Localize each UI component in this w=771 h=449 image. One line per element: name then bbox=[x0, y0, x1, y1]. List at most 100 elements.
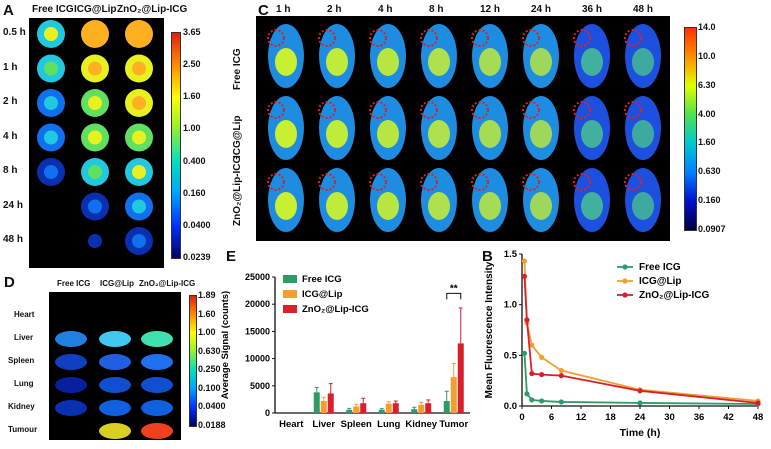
panel-d-organ bbox=[55, 377, 87, 393]
panel-b-series-line bbox=[523, 353, 759, 405]
panel-c-mouse-liver bbox=[581, 192, 603, 220]
panel-a-colorbar-tick: 3.65 bbox=[183, 27, 201, 37]
panel-c-mouse-liver bbox=[377, 120, 399, 148]
panel-c-tumor-circle bbox=[318, 173, 336, 191]
panel-a-well-core bbox=[44, 61, 58, 76]
panel-a-row-label: 48 h bbox=[3, 234, 24, 245]
panel-c-time-label: 24 h bbox=[531, 4, 552, 15]
panel-c-mouse-liver bbox=[326, 120, 348, 148]
panel-b-x-tick-label: 0 bbox=[519, 412, 524, 423]
panel-a-well-core bbox=[44, 96, 58, 110]
panel-a-well-core bbox=[44, 165, 58, 179]
panel-a-row-label: 4 h bbox=[3, 130, 18, 142]
panel-b-data-point bbox=[558, 399, 564, 405]
panel-c-mouse-liver bbox=[275, 192, 297, 220]
panel-b-data-point bbox=[529, 370, 535, 377]
panel-c-tumor-circle bbox=[318, 29, 336, 47]
panel-c-mouse-liver bbox=[632, 48, 654, 76]
panel-c-tumor-circle bbox=[369, 29, 387, 47]
panel-c-row-label: Free ICG bbox=[232, 48, 243, 90]
panel-b-data-point bbox=[755, 400, 761, 406]
panel-b-legend-label: Free ICG bbox=[639, 262, 681, 273]
panel-c-mouse-liver bbox=[377, 48, 399, 76]
panel-c-mouse-liver bbox=[530, 48, 552, 76]
panel-e-label: E bbox=[226, 248, 237, 265]
panel-c-mice bbox=[267, 24, 661, 232]
panel-d-organ bbox=[141, 354, 173, 370]
panel-b-legend-label: ZnO₂@Lip-ICG bbox=[639, 290, 710, 301]
panel-a-colorbar-tick: 0.160 bbox=[183, 187, 206, 198]
panel-c-tumor-circle bbox=[573, 29, 591, 47]
panel-e-category-label: Lung bbox=[377, 419, 400, 430]
panel-e-legend-label: ZnO₂@Lip-ICG bbox=[302, 304, 369, 315]
panel-a-row-label: 1 h bbox=[3, 61, 18, 73]
panel-e-bar bbox=[457, 343, 464, 413]
panel-d-organ bbox=[99, 377, 131, 393]
panel-d-organ-label: Heart bbox=[14, 310, 35, 319]
panel-a-row-label: 8 h bbox=[3, 165, 18, 176]
panel-a-well-core bbox=[132, 96, 146, 110]
panel-a-well-core bbox=[132, 27, 146, 41]
panel-c-mouse-liver bbox=[479, 192, 501, 220]
panel-e-category-label: Liver bbox=[312, 419, 335, 430]
panel-e-bar bbox=[443, 401, 450, 413]
panel-b-x-tick-label: 6 bbox=[549, 412, 554, 423]
panel-c-mouse-liver bbox=[275, 120, 297, 148]
panel-e-y-tick-label: 15000 bbox=[245, 326, 270, 336]
panel-d-colorbar-tick: 1.89 bbox=[198, 290, 216, 300]
panel-c-mouse-liver bbox=[479, 48, 501, 76]
panel-d-colorbar-tick: 0.250 bbox=[198, 364, 221, 375]
panel-b-x-tick-label: 36 bbox=[694, 412, 705, 423]
panel-b-data-point bbox=[558, 373, 564, 379]
panel-a-well-core bbox=[44, 27, 58, 41]
panel-b-data-point bbox=[529, 397, 535, 403]
panel-a-colorbar-tick: 2.50 bbox=[183, 59, 201, 70]
panel-a-colorbar-tick: 1.00 bbox=[183, 123, 201, 134]
panel-c-mouse-liver bbox=[632, 192, 654, 220]
panel-c-tumor-circle bbox=[624, 101, 642, 119]
panel-b-line-chart: 0.0 0.5 1.0 1.5 0 6 12 18 24 30 36 42 48 Time (h) Mean… bbox=[484, 249, 763, 439]
panel-d-organ bbox=[55, 354, 87, 370]
panel-b-data-point bbox=[521, 258, 528, 264]
panel-a-colorbar-tick: 1.60 bbox=[183, 91, 201, 102]
panel-d-organ-label: Tumour bbox=[8, 425, 38, 434]
panel-e-bar bbox=[425, 403, 432, 413]
panel-b-legend-marker bbox=[622, 292, 628, 298]
panel-d-col-lip: ICG@Lip bbox=[100, 279, 135, 288]
panel-e-legend-swatch bbox=[283, 290, 297, 298]
panel-c-tumor-circle bbox=[369, 173, 387, 191]
panel-c-mouse-liver bbox=[428, 48, 450, 76]
panel-d-colorbar bbox=[189, 295, 197, 427]
panel-e-y-tick-label: 10000 bbox=[245, 354, 270, 364]
panel-c-mouse-liver bbox=[326, 48, 348, 76]
panel-c-tumor-circle bbox=[573, 173, 591, 191]
panel-d-organ bbox=[55, 331, 87, 347]
panel-e-legend-swatch bbox=[283, 305, 297, 313]
panel-a-well-core bbox=[88, 165, 102, 179]
panel-a-well-core bbox=[132, 130, 146, 145]
panel-e-y-tick-label: 5000 bbox=[250, 381, 270, 391]
panel-b-data-point bbox=[521, 273, 528, 279]
panel-b-data-point bbox=[637, 388, 643, 394]
panel-c-tumor-circle bbox=[267, 173, 285, 191]
panel-d-organ bbox=[141, 400, 173, 416]
panel-e-legend-swatch bbox=[283, 275, 297, 283]
panel-b-legend-label: ICG@Lip bbox=[639, 276, 682, 287]
panel-d-organ-label: Liver bbox=[14, 333, 34, 342]
panel-c-mouse-liver bbox=[530, 120, 552, 148]
panel-d-organ bbox=[55, 423, 87, 439]
panel-e-bar bbox=[327, 393, 334, 413]
panel-c-tumor-circle bbox=[522, 101, 540, 119]
panel-e-y-label: Average Signal (counts) bbox=[220, 291, 231, 399]
panel-c-mouse-liver bbox=[326, 192, 348, 220]
panel-c-image-grid bbox=[256, 16, 670, 241]
panel-d-organ-label: Kidney bbox=[8, 402, 35, 411]
panel-a-well-core bbox=[88, 234, 102, 248]
panel-c-tumor-circle bbox=[267, 29, 285, 47]
panel-c-mouse-liver bbox=[377, 192, 399, 220]
panel-b-data-point bbox=[521, 350, 528, 356]
panel-c-mouse-liver bbox=[479, 120, 501, 148]
panel-a-colorbar-tick: 0.0400 bbox=[183, 219, 211, 230]
panel-b-x-tick-label: 42 bbox=[723, 412, 734, 423]
panel-c-colorbar-tick: 0.630 bbox=[698, 166, 721, 177]
